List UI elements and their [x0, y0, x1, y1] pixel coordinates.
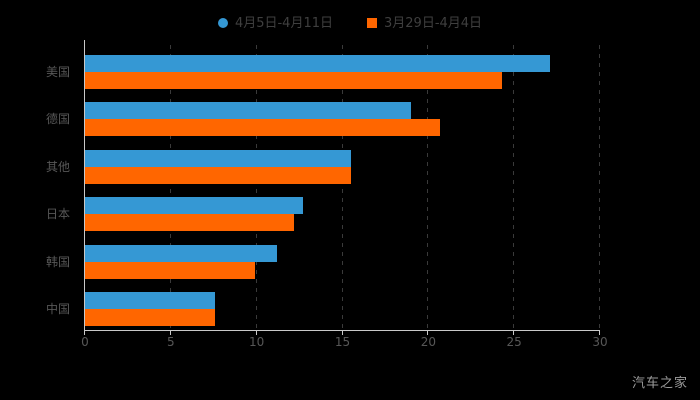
y-axis-category-label: 美国	[45, 64, 70, 79]
gridlines	[85, 45, 600, 330]
gridline	[427, 45, 429, 330]
x-axis-tick	[341, 330, 343, 335]
y-axis-category-label: 中国	[45, 302, 70, 317]
x-axis-tick-label: 15	[334, 335, 351, 349]
square-marker-icon	[367, 18, 377, 28]
bar-series-a[interactable]	[85, 244, 278, 262]
x-axis-tick-label: 10	[249, 335, 265, 349]
y-axis-category-label: 其他	[45, 159, 70, 174]
bar-row	[85, 197, 600, 232]
bar-row	[85, 149, 600, 184]
x-axis-labels: 0 5 10 15 20 25 30	[81, 335, 607, 356]
gridline	[169, 45, 171, 330]
chart-plot-area	[84, 40, 600, 335]
bar-series-a[interactable]	[85, 149, 352, 167]
x-axis-tick-label: 25	[506, 335, 522, 349]
x-axis-tick	[169, 330, 171, 335]
legend-item-series-a[interactable]: 4月5日-4月11日	[217, 15, 333, 31]
gridline	[341, 45, 343, 330]
bar-series-b[interactable]	[85, 71, 503, 89]
bar-series-a[interactable]	[85, 292, 216, 310]
bar-row	[85, 102, 600, 137]
legend-label-series-a: 4月5日-4月11日	[234, 15, 333, 31]
bar-series-b[interactable]	[85, 214, 295, 232]
gridline	[513, 45, 515, 330]
bar-series-b[interactable]	[85, 309, 216, 327]
y-axis-labels: 美国德国其他日本韩国中国	[0, 45, 78, 330]
legend-label-series-b: 3月29日-4月4日	[384, 15, 483, 31]
bar-series-b[interactable]	[85, 166, 352, 184]
x-axis-tick-label: 20	[420, 335, 436, 349]
x-axis-tick-label: 5	[167, 335, 175, 349]
x-axis-tick	[255, 330, 257, 335]
bar-series-a[interactable]	[85, 54, 551, 72]
bar-row	[85, 54, 600, 89]
bar-row	[85, 244, 600, 279]
gridline	[255, 45, 257, 330]
y-axis-category-label: 日本	[45, 207, 70, 222]
x-axis-tick	[599, 330, 600, 335]
x-axis-tick	[513, 330, 515, 335]
legend-item-series-b[interactable]: 3月29日-4月4日	[367, 17, 482, 30]
x-axis-tick	[427, 330, 429, 335]
y-axis-line	[84, 40, 85, 330]
x-axis-tick-label: 30	[592, 335, 608, 349]
x-axis-tick	[84, 330, 85, 335]
x-axis-tick-label: 0	[81, 335, 89, 349]
bar-series-a[interactable]	[85, 102, 412, 120]
bar-row	[85, 292, 600, 327]
y-axis-category-label: 韩国	[45, 254, 70, 269]
bar-series-a[interactable]	[85, 197, 304, 215]
chart-legend: 4月5日-4月11日 3月29日-4月4日	[0, 10, 700, 36]
watermark: 汽车之家	[631, 376, 688, 391]
bar-series-b[interactable]	[85, 261, 255, 279]
bar-series-b[interactable]	[85, 119, 441, 137]
gridline	[599, 45, 600, 330]
y-axis-category-label: 德国	[45, 112, 70, 127]
circle-marker-icon	[217, 18, 228, 28]
